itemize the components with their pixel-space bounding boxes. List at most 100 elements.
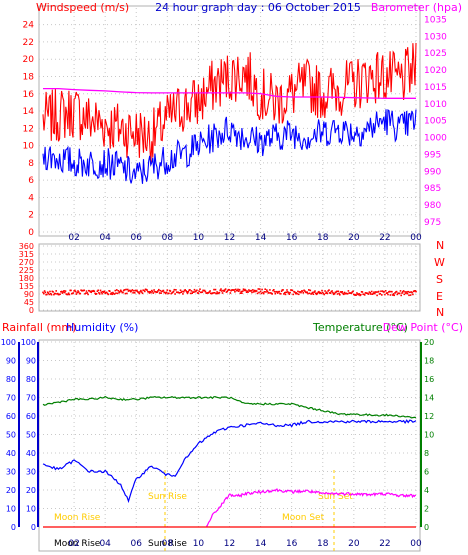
temperature-y-tick-label: 10 — [424, 431, 434, 440]
direction-point — [360, 291, 363, 293]
direction-point — [248, 289, 250, 291]
direction-point — [98, 293, 101, 295]
direction-point — [107, 293, 110, 296]
direction-point — [150, 291, 152, 294]
direction-point — [391, 290, 393, 293]
direction-point — [398, 292, 401, 295]
direction-point — [384, 293, 386, 296]
direction-point — [360, 293, 362, 296]
rain-y-tick-label: 60 — [6, 412, 16, 421]
direction-point — [53, 293, 55, 296]
direction-point — [146, 289, 148, 291]
direction-point — [44, 291, 47, 294]
direction-point — [405, 291, 408, 293]
direction-point — [253, 289, 256, 292]
temp-hum-x-tick-label: 14 — [255, 539, 267, 549]
barometer-y-tick-label: 985 — [424, 184, 441, 194]
direction-point — [216, 291, 218, 293]
direction-point — [282, 289, 284, 291]
direction-point — [93, 290, 96, 293]
direction-point — [79, 292, 82, 295]
chart-title: 24 hour graph day : 06 October 2015 — [155, 1, 361, 14]
direction-point — [264, 288, 266, 290]
direction-point — [197, 292, 200, 294]
direction-point — [259, 288, 261, 290]
direction-point — [408, 294, 410, 297]
humidity-y-tick-label: 70 — [26, 394, 36, 403]
average-speed-series-line — [42, 108, 417, 184]
direction-point — [276, 290, 278, 293]
wind-y-tick-label: 22 — [23, 38, 34, 48]
direction-point — [144, 290, 146, 293]
direction-point — [271, 293, 273, 295]
direction-point — [46, 293, 48, 296]
direction-point — [332, 293, 335, 296]
direction-point — [117, 290, 120, 292]
direction-point — [246, 290, 249, 292]
direction-point — [46, 291, 49, 293]
barometer-y-tick-label: 1025 — [424, 49, 447, 59]
direction-point — [133, 290, 135, 292]
direction-point — [173, 288, 176, 291]
direction-point — [269, 289, 271, 291]
humidity-y-tick-label: 10 — [26, 505, 36, 514]
humidity-y-tick-label: 100 — [21, 338, 36, 347]
dewpoint-series-line — [206, 488, 416, 527]
direction-point — [166, 289, 169, 291]
direction-point — [179, 292, 181, 294]
wind-x-tick-label: 14 — [255, 233, 267, 243]
direction-point — [203, 289, 206, 292]
direction-point — [350, 292, 353, 295]
direction-y-tick-label: 180 — [19, 274, 34, 283]
direction-point — [64, 291, 66, 294]
direction-point — [103, 290, 106, 293]
direction-point — [283, 291, 286, 294]
barometer-y-tick-label: 975 — [424, 218, 441, 228]
direction-point — [157, 290, 159, 292]
direction-point — [326, 292, 329, 295]
direction-point — [238, 290, 240, 292]
rain-y-tick-label: 70 — [6, 394, 16, 403]
direction-point — [208, 291, 211, 293]
direction-point — [301, 290, 304, 292]
direction-point — [60, 290, 63, 293]
direction-y-tick-label: 270 — [19, 258, 34, 267]
direction-point — [106, 292, 109, 295]
humidity-y-tick-label: 30 — [26, 468, 36, 477]
direction-point — [400, 294, 402, 297]
direction-point — [196, 289, 198, 292]
direction-point — [138, 292, 141, 295]
rain-y-tick-label: 40 — [6, 449, 16, 458]
direction-point — [404, 291, 406, 293]
direction-point — [407, 290, 409, 293]
direction-point — [204, 290, 207, 293]
temperature-legend: Temperature (°C) — [312, 321, 408, 334]
direction-point — [325, 291, 328, 294]
direction-point — [130, 290, 133, 292]
direction-point — [43, 290, 46, 292]
temperature-series-line — [42, 395, 417, 419]
direction-point — [401, 292, 403, 294]
direction-point — [133, 292, 136, 294]
direction-point — [109, 293, 112, 295]
direction-point — [116, 289, 118, 291]
direction-point — [228, 289, 231, 291]
direction-point — [186, 292, 189, 295]
direction-point — [275, 291, 277, 293]
direction-point — [405, 292, 407, 295]
dir-label-s: S — [436, 273, 443, 286]
direction-point — [309, 289, 312, 292]
direction-point — [379, 292, 382, 295]
direction-point — [245, 291, 248, 293]
direction-point — [67, 293, 69, 296]
direction-point — [262, 291, 264, 294]
direction-point — [193, 288, 196, 291]
direction-point — [399, 290, 402, 292]
direction-point — [160, 292, 162, 294]
direction-point — [68, 293, 71, 296]
direction-y-tick-label: 0 — [29, 306, 34, 315]
direction-point — [77, 291, 80, 293]
direction-point — [109, 290, 111, 292]
temperature-y-tick-label: 2 — [424, 505, 429, 514]
wind-y-tick-label: 16 — [23, 90, 35, 100]
